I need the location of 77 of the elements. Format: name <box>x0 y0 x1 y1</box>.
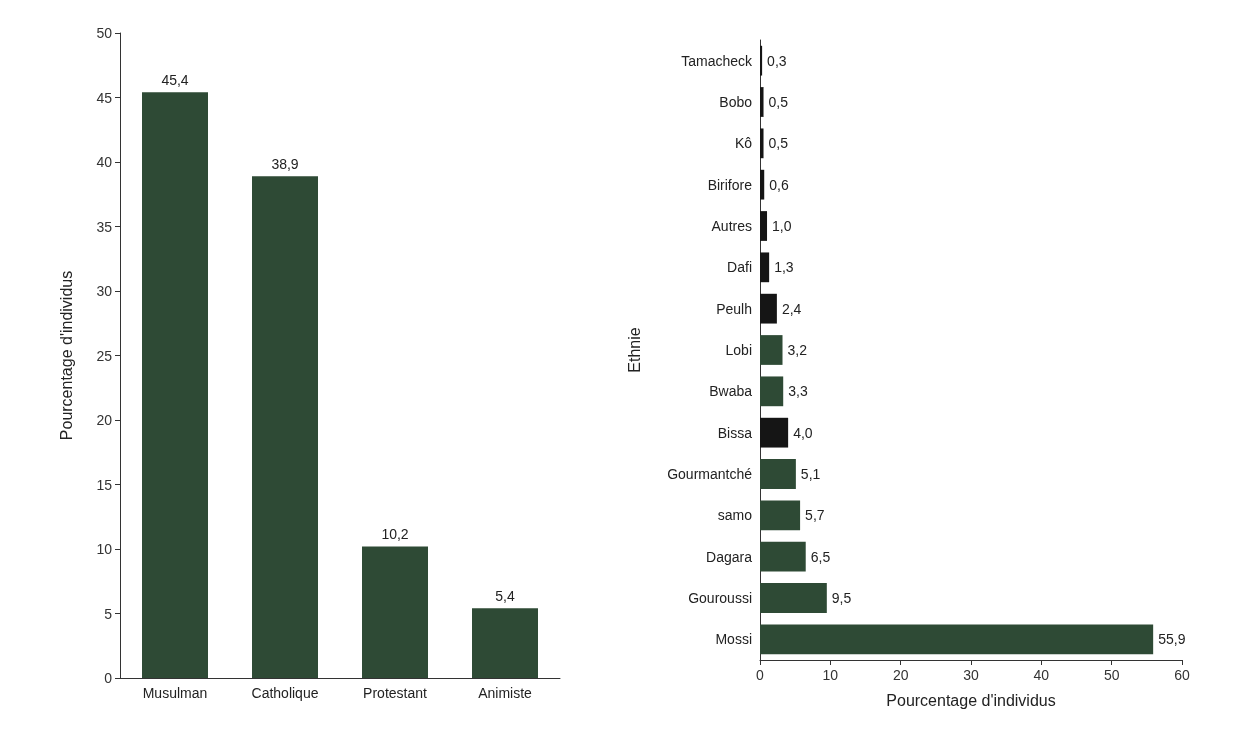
data-label: 55,9 <box>1158 631 1186 648</box>
data-label: 10,2 <box>381 526 409 543</box>
y-tick-label: Bissa <box>717 424 753 441</box>
x-tick-label: 0 <box>756 667 765 683</box>
data-label: 38,9 <box>271 156 299 173</box>
y-tick-label: samo <box>717 507 753 524</box>
data-label: 0,6 <box>769 176 789 193</box>
y-tick-label: 15 <box>96 476 113 493</box>
bar <box>362 546 428 678</box>
bar <box>760 45 763 76</box>
y-tick-label: Dagara <box>706 548 753 565</box>
bar <box>252 176 318 678</box>
data-label: 5,7 <box>805 507 825 524</box>
data-label: 9,5 <box>831 590 852 606</box>
bar <box>760 87 764 117</box>
x-axis-title: Pourcentage d'individus <box>886 691 1056 709</box>
data-label: 45,4 <box>161 72 189 89</box>
y-tick-label: Bwaba <box>709 383 753 400</box>
x-tick-label: Musulman <box>142 685 208 701</box>
bar <box>760 459 796 489</box>
data-label: 1,0 <box>772 218 792 234</box>
y-tick-label: Peulh <box>716 300 752 317</box>
y-tick-label: 30 <box>96 283 113 299</box>
data-label: 0,5 <box>768 94 789 110</box>
y-tick-label: Gourmantché <box>667 466 753 482</box>
data-label: 5,1 <box>800 466 821 482</box>
data-label: 4,0 <box>793 424 813 441</box>
y-tick-label: Autres <box>711 218 752 234</box>
x-tick-label: 30 <box>963 667 979 683</box>
data-label: 3,3 <box>788 383 808 400</box>
data-label: 1,3 <box>774 259 794 276</box>
y-tick-label: 35 <box>96 218 113 235</box>
x-tick-label: 20 <box>892 667 909 683</box>
bar <box>760 211 768 241</box>
y-axis-title: Ethnie <box>625 327 643 373</box>
y-tick-label: Tamacheck <box>681 52 753 69</box>
y-tick-label: 10 <box>96 541 113 557</box>
data-label: 0,5 <box>768 135 789 152</box>
x-tick-label: Catholique <box>251 685 319 701</box>
y-tick-label: Kô <box>734 135 753 152</box>
y-tick-label: Birifore <box>707 176 753 193</box>
bar <box>760 541 806 572</box>
y-axis-title: Pourcentage d'individus <box>57 270 75 441</box>
y-tick-label: Bobo <box>719 94 753 110</box>
bar <box>760 252 770 283</box>
bar <box>760 376 784 407</box>
y-tick-label: Lobi <box>725 342 752 358</box>
y-tick-label: 45 <box>96 89 113 106</box>
data-label: 2,4 <box>781 300 802 317</box>
x-tick-label: 10 <box>822 667 839 683</box>
x-tick-label: Protestant <box>363 685 428 701</box>
x-tick-label: 50 <box>1103 667 1120 683</box>
bar <box>760 128 764 159</box>
bar <box>760 293 777 324</box>
data-label: 6,5 <box>810 548 831 565</box>
y-tick-label: 40 <box>96 154 113 170</box>
bar <box>760 169 765 200</box>
data-label: 5,4 <box>495 588 515 605</box>
y-tick-label: 50 <box>96 25 113 41</box>
data-label: 0,3 <box>767 52 787 69</box>
bar <box>472 608 538 678</box>
data-label: 3,2 <box>787 342 808 358</box>
y-tick-label: 5 <box>104 605 113 622</box>
bar <box>760 583 827 613</box>
y-tick-label: Dafi <box>727 259 752 276</box>
bar <box>760 624 1154 655</box>
x-tick-label: 60 <box>1174 667 1190 683</box>
y-tick-label: Mossi <box>715 631 752 648</box>
x-tick-label: 40 <box>1033 667 1050 683</box>
y-tick-label: 25 <box>96 347 113 364</box>
bar <box>142 92 208 678</box>
bar <box>760 335 783 365</box>
bar <box>760 500 801 531</box>
bar <box>760 417 789 448</box>
y-tick-label: 20 <box>96 412 113 428</box>
y-tick-label: Gouroussi <box>688 590 752 606</box>
x-tick-label: Animiste <box>478 685 533 701</box>
